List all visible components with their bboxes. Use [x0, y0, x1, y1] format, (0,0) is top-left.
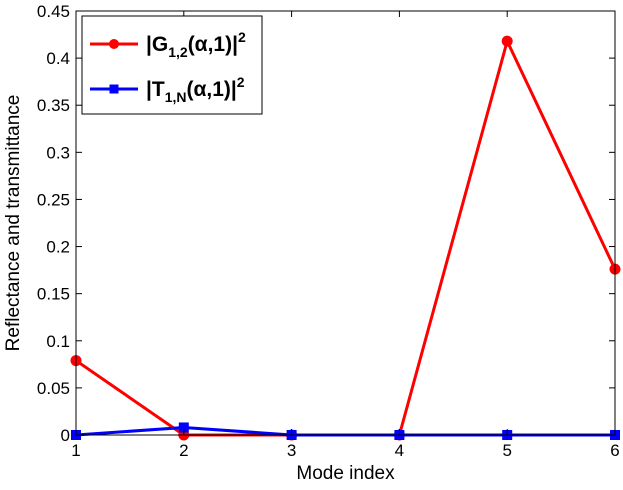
y-tick-label: 0	[61, 426, 70, 445]
x-tick-label: 3	[287, 441, 296, 460]
x-tick-label: 5	[502, 441, 511, 460]
legend-label-part: 1,2	[168, 44, 188, 60]
legend-marker-square	[109, 84, 119, 94]
legend-label-1: |G1,2(α,1)|2	[146, 29, 246, 60]
axes-box	[75, 10, 616, 436]
y-axis-label: Reflectance and transmittance	[3, 95, 24, 352]
x-tick-label: 2	[179, 441, 188, 460]
legend-box	[81, 15, 263, 115]
legend: |G1,2(α,1)|2|T1,N(α,1)|2	[81, 15, 263, 115]
y-tick-label: 0.25	[37, 190, 70, 209]
legend-label-part: (α,1)|	[187, 78, 237, 101]
y-tick-label: 0.15	[37, 285, 70, 304]
legend-label-part: 1,N	[165, 89, 187, 105]
data-point-circle	[501, 35, 513, 47]
legend-label-part: 2	[237, 74, 245, 90]
x-axis-label: Mode index	[296, 463, 395, 484]
legend-label-part: (α,1)|	[188, 33, 238, 56]
y-tick-label: 0.35	[37, 96, 70, 115]
x-tick-label: 4	[395, 441, 404, 460]
legend-label-part: |G	[146, 33, 168, 56]
legend-marker-circle	[109, 39, 119, 49]
legend-label-part: 2	[238, 29, 246, 45]
legend-label-part: |T	[146, 78, 165, 101]
y-tick-label: 0.1	[46, 332, 70, 351]
series-line-2	[75, 425, 615, 437]
y-tick-label: 0.3	[46, 143, 70, 162]
y-tick-label: 0.05	[37, 379, 70, 398]
x-tick-label: 1	[71, 441, 80, 460]
x-tick-label: 6	[610, 441, 619, 460]
legend-label-2: |T1,N(α,1)|2	[146, 74, 245, 105]
axes: 1 2 3 4 5 6 0 0.05 0.1 0.15 0.2 0.25 0.3 0.35 0.4 0.45 M…	[3, 2, 620, 484]
y-tick-label: 0.2	[46, 238, 70, 257]
y-tick-label: 0.45	[37, 2, 70, 21]
y-tick-label: 0.4	[46, 49, 70, 68]
